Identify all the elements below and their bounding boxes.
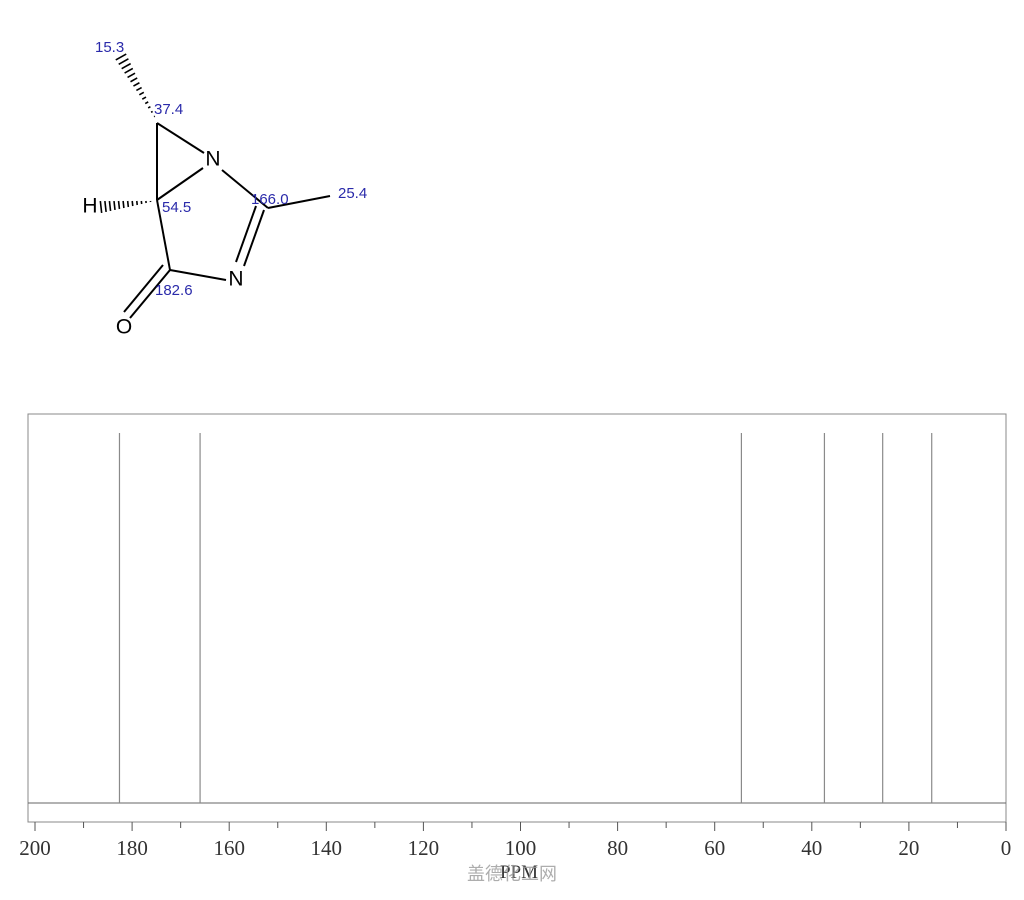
hash-line xyxy=(147,105,151,109)
hash-line xyxy=(115,53,127,61)
hash-line xyxy=(130,77,138,83)
hash-line xyxy=(124,67,134,74)
x-tick-label: 80 xyxy=(607,836,628,860)
atom: H xyxy=(82,195,97,218)
hash-line xyxy=(135,86,143,92)
hash-line xyxy=(104,200,107,213)
hash-line xyxy=(118,58,129,66)
shift-label: 37.4 xyxy=(154,101,183,118)
hash-line xyxy=(113,200,116,211)
atom: O xyxy=(116,316,132,339)
x-tick-label: 100 xyxy=(505,836,537,860)
hash-line xyxy=(99,200,103,214)
bond xyxy=(235,205,257,263)
bond xyxy=(243,209,265,267)
plot-frame xyxy=(27,413,1007,823)
hash-line xyxy=(150,110,153,113)
x-tick-label: 160 xyxy=(213,836,245,860)
atom: N xyxy=(228,268,243,291)
hash-line xyxy=(108,200,112,212)
bond xyxy=(156,122,205,154)
bond xyxy=(123,264,164,313)
bond xyxy=(129,269,171,319)
shift-label: 182.6 xyxy=(155,282,193,299)
shift-label: 54.5 xyxy=(162,199,191,216)
hash-line xyxy=(121,62,132,70)
x-axis-label: PPM xyxy=(500,862,538,883)
atom: N xyxy=(205,148,220,171)
hash-line xyxy=(141,96,147,100)
hash-line xyxy=(138,91,145,96)
bond xyxy=(156,167,204,201)
x-tick-label: 0 xyxy=(1001,836,1012,860)
molecule: N N H O 15.3 37.4 54.5 166.0 25.4 182.6 xyxy=(82,39,367,339)
bond xyxy=(169,269,227,281)
spectrum: 200 180 160 140 120 100 80 60 40 20 0 xyxy=(19,433,1011,860)
hash-line xyxy=(117,200,121,210)
shift-label: 166.0 xyxy=(251,191,289,208)
hash-line xyxy=(131,200,134,207)
hash-line xyxy=(122,200,125,209)
hashed-wedge xyxy=(99,200,152,214)
watermark: 盖德化工网 xyxy=(467,864,557,885)
hash-line xyxy=(127,72,136,79)
x-tick-label: 180 xyxy=(116,836,148,860)
bond xyxy=(156,199,171,271)
x-tick-label: 40 xyxy=(801,836,822,860)
x-tick-label: 120 xyxy=(408,836,440,860)
hashed-wedge xyxy=(115,53,156,118)
x-tick-label: 20 xyxy=(898,836,919,860)
x-tick-label: 60 xyxy=(704,836,725,860)
hash-line xyxy=(126,200,130,208)
shift-label: 25.4 xyxy=(338,185,367,202)
hash-line xyxy=(133,82,140,87)
bond xyxy=(221,169,269,209)
shift-label: 15.3 xyxy=(95,39,124,56)
x-tick-label: 200 xyxy=(19,836,51,860)
bond xyxy=(267,195,331,209)
hash-line xyxy=(144,101,149,105)
x-tick-label: 140 xyxy=(311,836,343,860)
